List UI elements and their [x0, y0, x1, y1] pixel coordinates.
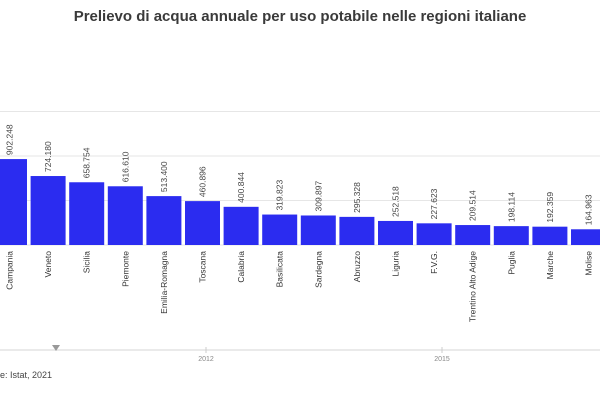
category-label: Sicilia [82, 251, 92, 273]
category-label: Puglia [506, 251, 516, 275]
value-label: 902.248 [5, 124, 15, 155]
timeline-slider[interactable]: 2012 2015 [0, 345, 600, 363]
chart-title: Prelievo di acqua annuale per uso potabi… [73, 8, 527, 25]
value-label: 460.896 [198, 166, 208, 197]
category-label: Basilicata [275, 251, 285, 288]
bar [146, 196, 182, 245]
value-label: 309.897 [313, 180, 323, 211]
bar [416, 223, 452, 245]
category-label: Toscana [198, 251, 208, 283]
timeline-year-label: 2012 [198, 356, 214, 363]
value-label: 198.114 [506, 192, 516, 222]
value-labels: 902.248 724.180 658.754 616.610 513.400 460.8… [5, 124, 594, 225]
bar [455, 225, 491, 245]
category-label: Sardegna [313, 251, 323, 288]
value-label: 192.359 [545, 192, 555, 223]
value-label: 295.328 [352, 182, 362, 213]
category-label: Piemonte [120, 251, 130, 287]
category-label: Abruzzo [352, 251, 362, 282]
value-label: 164.963 [584, 194, 594, 225]
category-labels: Campania Veneto Sicilia Piemonte Emilia-Roma… [5, 251, 594, 322]
value-label: 209.514 [468, 190, 478, 221]
category-label: Campania [5, 251, 15, 290]
bar [185, 201, 220, 245]
value-label: 252.518 [391, 186, 401, 217]
bar [339, 216, 375, 245]
bar [571, 229, 600, 245]
value-label: 400.844 [236, 172, 246, 203]
value-label: 319.823 [275, 180, 285, 211]
timeline-year-label: 2015 [434, 356, 450, 363]
source-note: Fonte: Istat, 2021 [0, 370, 53, 380]
bar [378, 220, 413, 245]
bar [30, 176, 66, 245]
bar [300, 215, 336, 245]
category-label: Trentino Alto Adige [468, 251, 478, 322]
bar [223, 206, 259, 245]
category-label: Veneto [43, 251, 53, 278]
category-label: Marche [545, 251, 555, 280]
value-label: 513.400 [159, 161, 169, 192]
value-label: 616.610 [120, 151, 130, 182]
timeline-handle-icon[interactable] [52, 345, 60, 351]
category-label: Calabria [236, 251, 246, 283]
bar [69, 182, 105, 245]
category-label: F.V.G. [429, 251, 439, 274]
value-label: 724.180 [43, 141, 53, 172]
bars [0, 159, 600, 245]
bar [532, 226, 568, 245]
bar [107, 186, 143, 245]
category-label: Molise [584, 251, 594, 276]
category-label: Liguria [391, 251, 401, 277]
value-label: 658.754 [82, 147, 92, 178]
category-label: Emilia-Romagna [159, 251, 169, 314]
value-label: 227.623 [429, 188, 439, 219]
bar [262, 214, 298, 245]
bar [493, 226, 529, 245]
bar [0, 159, 27, 245]
